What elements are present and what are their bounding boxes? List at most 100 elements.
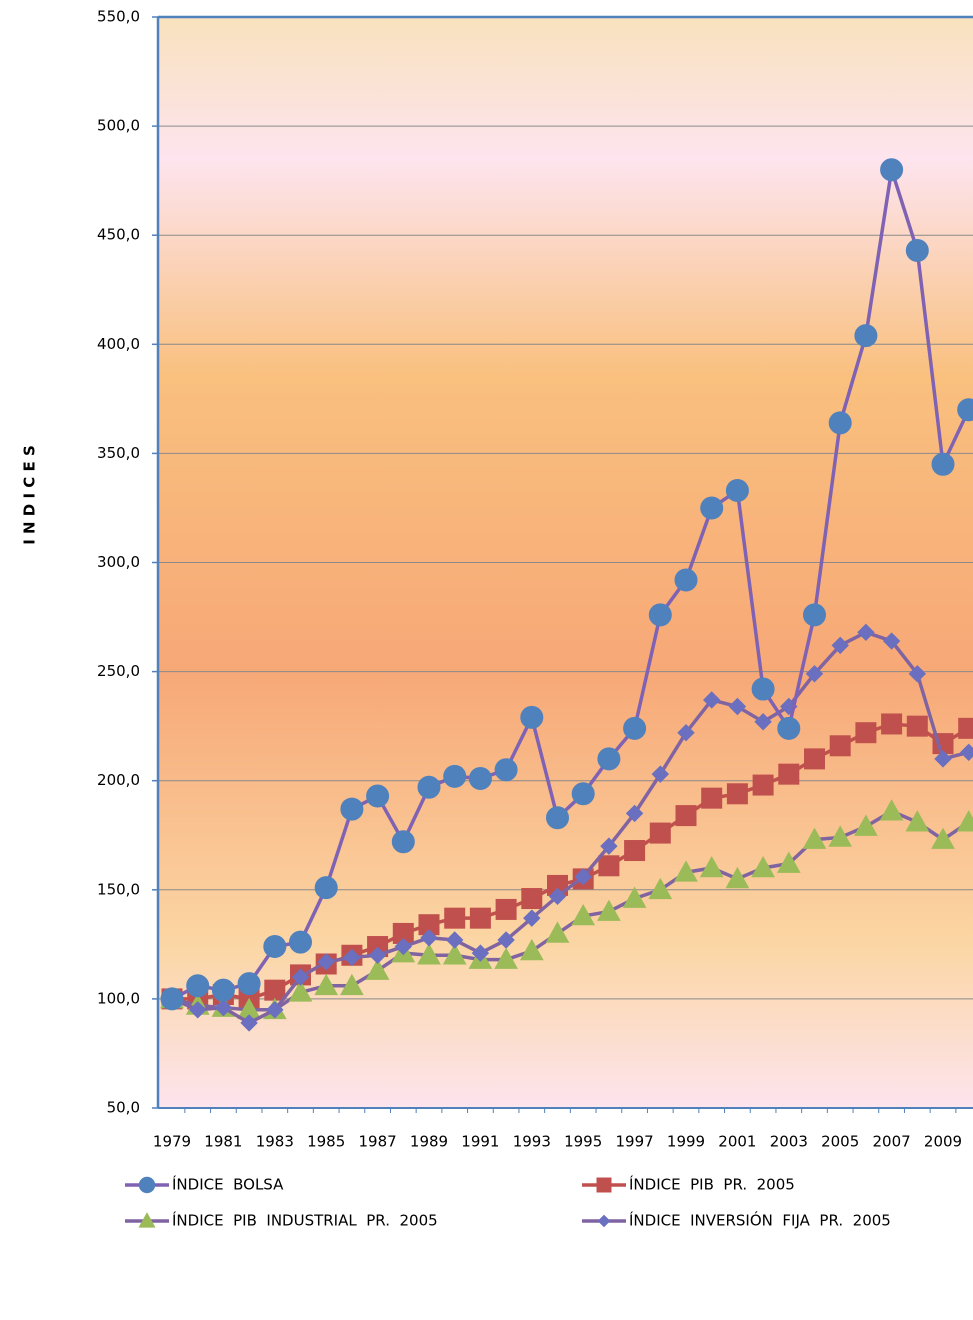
y-tick-label: 200,0 (97, 771, 140, 789)
marker (391, 830, 415, 854)
marker (879, 799, 904, 821)
marker (240, 1014, 258, 1032)
marker (905, 238, 929, 262)
marker (417, 943, 441, 965)
marker (442, 943, 467, 965)
marker (829, 735, 851, 757)
legend-label: ÍNDICE BOLSA (172, 1175, 284, 1194)
y-tick-label: 550,0 (97, 8, 140, 26)
y-tick-label: 50,0 (107, 1099, 140, 1117)
marker (931, 452, 955, 476)
marker (958, 717, 973, 739)
y-tick-label: 400,0 (97, 335, 140, 353)
marker (880, 158, 904, 182)
x-tick-label: 1983 (256, 1133, 294, 1151)
marker (596, 1177, 612, 1193)
marker (264, 979, 286, 1001)
marker (854, 814, 878, 836)
marker (521, 888, 543, 910)
marker (699, 855, 724, 878)
marker (651, 765, 670, 783)
x-tick-label: 2005 (821, 1133, 859, 1151)
marker (934, 750, 952, 768)
marker (857, 623, 875, 642)
marker (726, 783, 748, 805)
legend-label: ÍNDICE PIB INDUSTRIAL PR. 2005 (172, 1211, 438, 1230)
marker (574, 868, 592, 886)
marker (188, 1001, 207, 1019)
marker (519, 938, 544, 961)
marker (956, 810, 973, 832)
x-tick-label: 2003 (770, 1133, 808, 1151)
marker (237, 972, 261, 996)
marker (908, 665, 927, 683)
marker (777, 716, 801, 740)
marker (545, 921, 570, 943)
x-tick-label: 1981 (204, 1133, 242, 1151)
marker (700, 496, 724, 520)
marker (343, 948, 361, 967)
marker (494, 758, 518, 782)
marker (677, 723, 695, 742)
marker (600, 837, 618, 855)
marker (623, 716, 647, 740)
marker (597, 1214, 611, 1228)
marker (728, 697, 747, 716)
marker (725, 866, 750, 889)
marker (497, 931, 515, 949)
marker (314, 876, 338, 900)
marker (597, 899, 621, 921)
marker (751, 855, 775, 878)
marker (674, 568, 698, 592)
y-tick-label: 100,0 (97, 989, 140, 1007)
marker (523, 909, 541, 927)
marker (675, 805, 697, 827)
marker (368, 946, 387, 964)
marker (803, 603, 826, 627)
x-tick-label: 1997 (616, 1133, 654, 1151)
marker (289, 930, 312, 954)
y-tick-label: 150,0 (97, 880, 140, 898)
marker (751, 677, 775, 701)
marker (468, 767, 492, 791)
marker (420, 929, 438, 947)
marker (598, 855, 620, 877)
marker (752, 774, 774, 796)
marker (959, 743, 973, 762)
x-tick-label: 1985 (307, 1133, 345, 1151)
y-tick-label: 500,0 (97, 117, 140, 135)
marker (725, 478, 749, 502)
marker (571, 903, 596, 926)
marker (624, 840, 646, 862)
x-tick-label: 1993 (513, 1133, 551, 1151)
x-tick-label: 2009 (924, 1133, 962, 1151)
marker (365, 958, 390, 980)
x-tick-label: 1995 (564, 1133, 602, 1151)
marker (263, 935, 287, 959)
marker (340, 797, 364, 821)
marker (702, 691, 721, 709)
marker (855, 722, 877, 744)
marker (778, 763, 800, 785)
marker (417, 775, 441, 799)
marker (674, 860, 698, 882)
legend-label: ÍNDICE PIB PR. 2005 (629, 1175, 795, 1194)
marker (471, 944, 490, 962)
marker (648, 603, 672, 627)
marker (882, 632, 901, 650)
marker (804, 748, 825, 770)
marker (754, 713, 772, 731)
marker (444, 907, 466, 929)
y-tick-label: 350,0 (97, 444, 140, 462)
marker (701, 787, 723, 809)
marker (854, 324, 878, 348)
marker (597, 747, 621, 771)
marker (931, 827, 955, 849)
marker (905, 810, 930, 832)
marker (469, 907, 491, 929)
marker (186, 974, 210, 998)
x-tick-label: 1987 (359, 1133, 397, 1151)
x-tick-label: 1989 (410, 1133, 448, 1151)
marker (648, 877, 673, 900)
